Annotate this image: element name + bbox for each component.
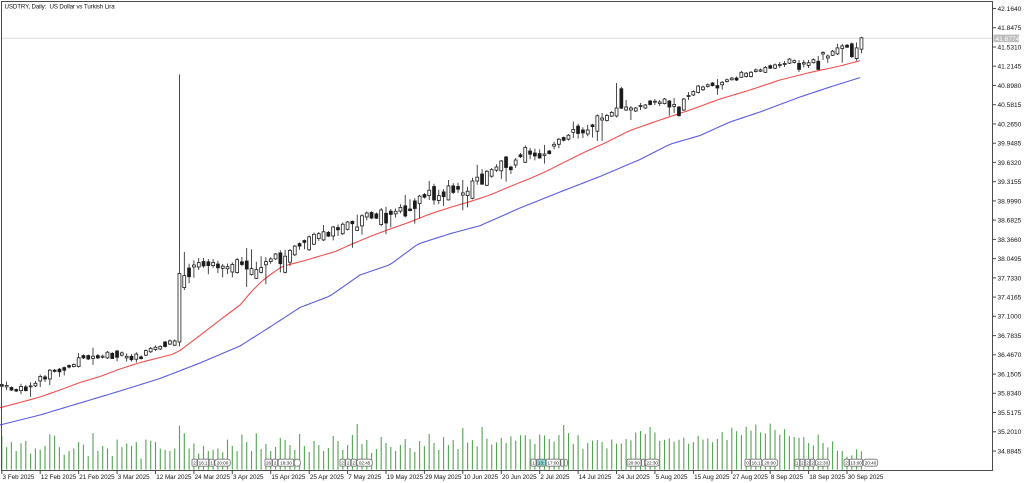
- svg-text:40.2650: 40.2650: [998, 121, 1022, 128]
- svg-text:20:00: 20:00: [764, 461, 776, 466]
- svg-text:2: 2: [352, 461, 355, 466]
- svg-text:20 Jun 2025: 20 Jun 2025: [502, 474, 537, 481]
- svg-text:02:45: 02:45: [359, 461, 371, 466]
- svg-text:3 Mar 2025: 3 Mar 2025: [118, 474, 150, 481]
- svg-text:36.7835: 36.7835: [998, 333, 1022, 340]
- svg-text:7 May 2025: 7 May 2025: [348, 474, 381, 481]
- svg-text:12 Mar 2025: 12 Mar 2025: [156, 474, 192, 481]
- svg-text:24 Mar 2025: 24 Mar 2025: [195, 474, 231, 481]
- svg-text:36.1505: 36.1505: [998, 372, 1022, 379]
- svg-text:14 Jul 2025: 14 Jul 2025: [579, 474, 612, 481]
- svg-text:2: 2: [341, 461, 344, 466]
- svg-text:13:: 13:: [538, 461, 544, 466]
- svg-text:15 Apr 2025: 15 Apr 2025: [271, 474, 305, 481]
- svg-text:3 Feb 2025: 3 Feb 2025: [3, 474, 35, 481]
- svg-text:41.6774: 41.6774: [996, 36, 1020, 43]
- svg-text:12 Feb 2025: 12 Feb 2025: [41, 474, 77, 481]
- svg-text:5 Aug 2025: 5 Aug 2025: [656, 474, 688, 481]
- svg-text:42.1640: 42.1640: [998, 6, 1022, 13]
- svg-text:2: 2: [347, 461, 350, 466]
- svg-text:39.9485: 39.9485: [998, 141, 1022, 148]
- svg-text:36.4670: 36.4670: [998, 352, 1022, 359]
- svg-text:37.1000: 37.1000: [998, 314, 1022, 321]
- svg-text:41.8475: 41.8475: [998, 25, 1022, 32]
- svg-text:2: 2: [845, 461, 848, 466]
- svg-text:2: 2: [801, 461, 804, 466]
- svg-text:15 Aug 2025: 15 Aug 2025: [694, 474, 730, 481]
- svg-text:2: 2: [193, 461, 196, 466]
- svg-text:3 Apr 2025: 3 Apr 2025: [233, 474, 264, 481]
- svg-text:22:30: 22:30: [817, 461, 829, 466]
- svg-text:1: 1: [532, 461, 535, 466]
- svg-text:39.3155: 39.3155: [998, 179, 1022, 186]
- svg-text:20:40: 20:40: [865, 461, 877, 466]
- svg-text:38.9990: 38.9990: [998, 198, 1022, 205]
- svg-text:41.5310: 41.5310: [998, 44, 1022, 51]
- svg-text:18:30: 18:30: [280, 461, 292, 466]
- svg-text:1: 1: [210, 461, 213, 466]
- svg-text:41.2145: 41.2145: [998, 64, 1022, 71]
- svg-text:8 Sep 2025: 8 Sep 2025: [771, 474, 804, 481]
- svg-text:25 Apr 2025: 25 Apr 2025: [310, 474, 344, 481]
- svg-text:35.2010: 35.2010: [998, 429, 1022, 436]
- svg-text:24 Jul 2025: 24 Jul 2025: [617, 474, 650, 481]
- svg-text:38.0495: 38.0495: [998, 256, 1022, 263]
- svg-text:0: 0: [746, 461, 749, 466]
- svg-text:29 May 2025: 29 May 2025: [425, 474, 462, 481]
- svg-text:16:1: 16:1: [199, 461, 208, 466]
- svg-text:34.8845: 34.8845: [998, 448, 1022, 455]
- svg-text:2: 2: [806, 461, 809, 466]
- svg-text:37.7330: 37.7330: [998, 275, 1022, 282]
- svg-text:22:30: 22:30: [646, 461, 658, 466]
- svg-text:17:00: 17:00: [547, 461, 559, 466]
- svg-text:38.3660: 38.3660: [998, 237, 1022, 244]
- svg-text:20:00: 20:00: [217, 461, 229, 466]
- svg-text:30 Sep 2025: 30 Sep 2025: [848, 474, 884, 481]
- svg-text:18 Sep 2025: 18 Sep 2025: [809, 474, 845, 481]
- svg-text:38.6825: 38.6825: [998, 218, 1022, 225]
- svg-text:19 May 2025: 19 May 2025: [387, 474, 424, 481]
- svg-text:39.6320: 39.6320: [998, 160, 1022, 167]
- svg-text:27 Aug 2025: 27 Aug 2025: [733, 474, 769, 481]
- svg-text:35.8340: 35.8340: [998, 391, 1022, 398]
- svg-text:2: 2: [811, 461, 814, 466]
- svg-text:1: 1: [796, 461, 799, 466]
- svg-text:16:1: 16:1: [752, 461, 761, 466]
- svg-text:37.4165: 37.4165: [998, 295, 1022, 302]
- svg-text:2 Jul 2025: 2 Jul 2025: [540, 474, 570, 481]
- svg-text:40.5815: 40.5815: [998, 102, 1022, 109]
- svg-text:26: 26: [266, 461, 272, 466]
- svg-text:40.8980: 40.8980: [998, 83, 1022, 90]
- svg-text:13:00: 13:00: [850, 461, 862, 466]
- svg-text:2: 2: [274, 461, 277, 466]
- svg-text:21 Feb 2025: 21 Feb 2025: [79, 474, 115, 481]
- svg-text:10 Jun 2025: 10 Jun 2025: [464, 474, 499, 481]
- svg-text:35.5175: 35.5175: [998, 410, 1022, 417]
- svg-text:20:00: 20:00: [628, 461, 640, 466]
- svg-text:USDTRY, Daily: US Dollar vs T: USDTRY, Daily: US Dollar vs Turkish Lira: [5, 3, 116, 10]
